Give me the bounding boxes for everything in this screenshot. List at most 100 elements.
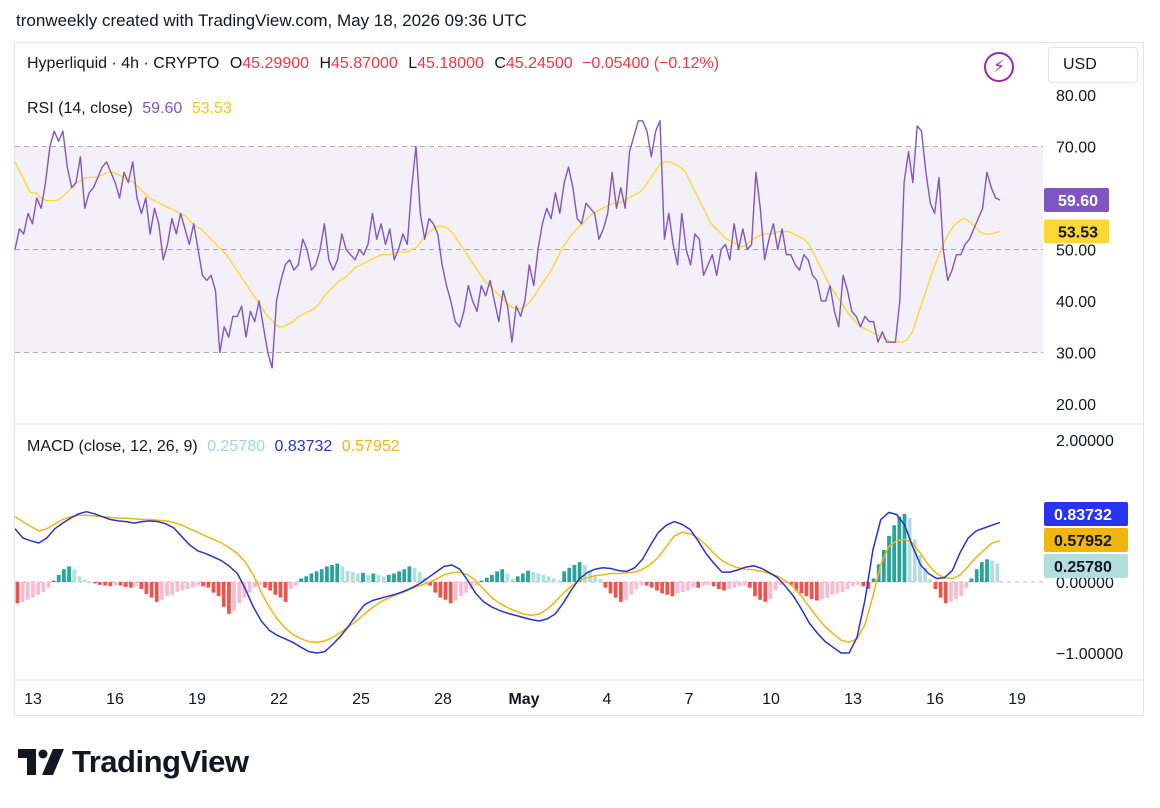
tradingview-brand[interactable]: TradingView: [18, 744, 249, 780]
signal-last-value-badge-bg: [1044, 528, 1128, 552]
macd-histogram-bar: [139, 582, 144, 590]
chart-caption: tronweekly created with TradingView.com,…: [16, 11, 527, 30]
macd-histogram-bar: [340, 566, 345, 582]
macd-histogram-bar: [407, 566, 412, 582]
macd-histogram-bar: [551, 578, 556, 582]
change-value: −0.05400 (−0.12%): [582, 55, 720, 72]
macd-histogram-bar: [696, 582, 701, 588]
macd-legend: MACD (close, 12, 26, 9) 0.25780 0.83732 …: [27, 438, 400, 456]
macd-y-tick-label: 2.00000: [1056, 433, 1114, 450]
currency-selector[interactable]: USD: [1048, 47, 1138, 83]
macd-histogram-bar: [701, 582, 706, 586]
time-axis-tick-label: 16: [106, 691, 124, 708]
macd-histogram-bar: [201, 582, 206, 587]
macd-last-value-badge: 0.83732: [1054, 507, 1112, 524]
macd-histogram-bar: [490, 574, 494, 582]
macd-histogram-bar: [949, 582, 953, 602]
macd-histogram-bar: [933, 582, 938, 590]
symbol-info[interactable]: Hyperliquid · 4h · CRYPTO: [27, 55, 220, 72]
rsi-last-value-badge-bg: [1044, 188, 1109, 213]
macd-histogram-bar: [268, 582, 273, 591]
macd-histogram-bar: [433, 582, 438, 593]
rsi-legend-title[interactable]: RSI (14, close): [27, 100, 133, 117]
macd-histogram-bar: [484, 577, 489, 582]
macd-histogram-bar: [227, 582, 231, 614]
macd-histogram-bar: [845, 582, 850, 590]
macd-histogram-bar: [902, 513, 907, 582]
macd-histogram-bar: [897, 516, 902, 582]
macd-histogram-bar: [149, 582, 154, 598]
close-label: C: [494, 55, 506, 72]
macd-histogram-bar: [840, 582, 845, 592]
macd-histogram-bar: [453, 582, 458, 601]
macd-histogram-bar: [871, 578, 876, 582]
time-axis-tick-label: 13: [24, 691, 42, 708]
macd-histogram-bar: [67, 566, 71, 582]
macd-histogram-bar: [546, 576, 551, 582]
macd-histogram-bar: [737, 582, 742, 587]
macd-histogram-bar: [232, 582, 236, 611]
macd-histogram-bar: [557, 580, 561, 582]
macd-histogram-bar: [990, 560, 995, 582]
macd-histogram-bar: [196, 582, 200, 586]
macd-histogram-bar: [402, 569, 407, 582]
macd-hist-legend-value: 0.25780: [207, 438, 266, 455]
macd-histogram-bar: [144, 582, 149, 595]
macd-histogram-bar: [918, 555, 922, 582]
macd-histogram-bar: [366, 574, 371, 582]
macd-histogram-bar: [711, 582, 716, 587]
macd-histogram-bar: [397, 571, 401, 582]
rsi-y-tick-label: 80.00: [1056, 88, 1096, 105]
macd-histogram-bar: [72, 569, 77, 582]
macd-histogram-bar: [943, 582, 948, 604]
rsi-ma-last-value-badge: 53.53: [1058, 224, 1098, 241]
macd-histogram-bar: [804, 582, 809, 597]
macd-histogram-bar: [175, 582, 180, 592]
macd-histogram-bar: [92, 582, 97, 584]
close-value: 45.24500: [505, 55, 573, 72]
macd-histogram-bar: [417, 572, 422, 582]
macd-histogram-bar: [562, 571, 567, 582]
macd-histogram-bar: [134, 582, 138, 587]
macd-histogram-bar: [247, 582, 252, 593]
macd-histogram-bar: [361, 572, 365, 582]
macd-histogram-bar: [495, 571, 499, 582]
signal-last-value-badge: 0.57952: [1054, 533, 1112, 550]
macd-histogram-bar: [515, 576, 520, 582]
macd-histogram-bar: [350, 572, 355, 582]
macd-histogram-bar: [618, 582, 623, 602]
time-axis-tick-label: 16: [926, 691, 944, 708]
macd-histogram-bar: [77, 576, 82, 582]
macd-histogram-bar: [294, 582, 298, 586]
time-axis-tick-label: 7: [685, 691, 694, 708]
macd-histogram-bar: [541, 574, 546, 582]
macd-histogram-bar: [278, 582, 283, 598]
macd-histogram-bar: [851, 582, 855, 587]
macd-histogram-bar: [82, 579, 87, 582]
macd-histogram-bar: [345, 570, 350, 582]
macd-histogram-bar: [129, 582, 133, 588]
macd-histogram-bar: [288, 582, 293, 590]
lightning-icon[interactable]: ⚡: [984, 52, 1014, 82]
macd-histogram-bar: [634, 582, 639, 590]
macd-histogram-bar: [892, 525, 897, 582]
macd-histogram-bar: [655, 582, 659, 591]
macd-histogram-bar: [608, 582, 613, 594]
macd-histogram-bar: [273, 582, 278, 595]
macd-histogram-bar: [577, 562, 582, 582]
macd-histogram-bar: [825, 582, 830, 598]
histogram-last-value-badge-bg: [1044, 554, 1128, 578]
macd-histogram-bar: [814, 582, 819, 601]
macd-histogram-bar: [98, 582, 102, 585]
macd-histogram-bar: [603, 582, 608, 588]
open-label: O: [229, 55, 243, 72]
macd-histogram-bar: [500, 569, 505, 582]
tradingview-logo-icon: [18, 749, 64, 775]
rsi-y-tick-label: 30.00: [1056, 346, 1096, 363]
macd-legend-title[interactable]: MACD (close, 12, 26, 9): [27, 438, 198, 455]
macd-histogram-bar: [263, 582, 267, 588]
macd-histogram-bar: [325, 566, 329, 582]
macd-histogram-bar: [732, 582, 737, 588]
macd-histogram-bar: [459, 582, 463, 597]
